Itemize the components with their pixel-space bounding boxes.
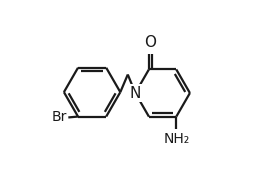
Text: N: N (129, 86, 141, 101)
Text: O: O (144, 35, 156, 50)
Text: Br: Br (52, 110, 67, 124)
Text: NH₂: NH₂ (163, 132, 189, 146)
